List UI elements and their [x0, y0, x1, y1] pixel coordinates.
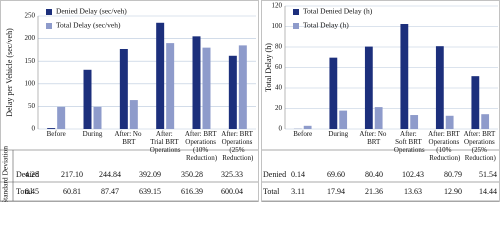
x-tick-label: After: BRT Operations (25% Reduction)	[221, 130, 254, 162]
bar	[156, 22, 165, 130]
table-cell: 80.79	[444, 170, 462, 179]
bar	[410, 115, 419, 129]
bar	[471, 76, 480, 129]
bar	[192, 36, 201, 130]
x-tick-label: During	[328, 130, 348, 138]
table-row-header: Standard Deviation	[1, 146, 10, 202]
x-tick-label: After: BRT Operations (10% Reduction)	[185, 130, 218, 162]
y-axis-title: Total Delay (h)	[264, 43, 273, 92]
table-cell: 3.11	[291, 187, 305, 196]
y-tick-label: 20	[275, 104, 283, 112]
table-cell: 13.63	[404, 187, 422, 196]
legend-swatch	[46, 23, 52, 29]
bar	[481, 114, 490, 129]
bar	[93, 106, 102, 129]
table-cell: 60.81	[63, 187, 81, 196]
y-tick-label: 40	[275, 84, 283, 92]
y-tick-label: 60	[275, 63, 283, 71]
bar	[166, 43, 175, 130]
bar	[119, 48, 128, 129]
table-cell: 102.43	[402, 170, 424, 179]
bar	[435, 46, 444, 130]
left-panel-frame	[0, 0, 259, 202]
table-cell: 12.90	[444, 187, 462, 196]
legend-label: Denied Delay (sec/veh)	[56, 7, 127, 16]
y-tick-label: 250	[25, 12, 36, 20]
x-tick-label: After: No BRT	[359, 130, 388, 146]
table-cell: 616.39	[181, 187, 203, 196]
x-tick-label: During	[83, 130, 103, 138]
y-tick-label: 100	[272, 22, 283, 30]
x-tick-label: Before	[293, 130, 312, 138]
y-axis-title: Delay per Vehicle (sec/veh)	[5, 28, 14, 117]
x-tick-label: After: No BRT	[114, 130, 143, 146]
bar	[339, 110, 348, 129]
bar	[129, 100, 138, 129]
bar	[202, 47, 211, 129]
table-cell: 0.14	[291, 170, 305, 179]
table-cell: 325.33	[221, 170, 243, 179]
bar	[83, 69, 92, 129]
table-cell: 80.40	[365, 170, 383, 179]
table-cell: 21.36	[365, 187, 383, 196]
x-tick-label: Before	[47, 130, 66, 138]
table-cell: 87.47	[101, 187, 119, 196]
x-tick-label: After: Soft BRT Operations	[394, 130, 425, 154]
bar	[445, 115, 454, 129]
y-tick-label: 50	[28, 102, 36, 110]
table-cell: 51.54	[479, 170, 497, 179]
table-cell: 639.15	[139, 187, 161, 196]
table-cell: 17.94	[327, 187, 345, 196]
y-tick-label: 120	[272, 2, 283, 10]
y-tick-label: 200	[25, 34, 36, 42]
bar	[303, 125, 312, 129]
bar	[364, 46, 373, 130]
y-tick-label: 80	[275, 43, 283, 51]
y-tick-label: 100	[25, 79, 36, 87]
legend-label: Total Delay (h)	[303, 21, 349, 30]
bar	[238, 45, 247, 129]
table-cell: 69.60	[327, 170, 345, 179]
table-cell: 600.04	[221, 187, 243, 196]
table-row-label: Denied	[263, 170, 286, 179]
table-row-label: Denied	[16, 170, 39, 179]
legend-label: Total Denied Delay (h)	[303, 7, 373, 16]
table-row-label: Total	[263, 187, 280, 196]
bar	[329, 57, 338, 129]
x-tick-label: After: BRT Operations (10% Reduction)	[428, 130, 461, 162]
x-tick-label: After: Trial BRT Operations	[150, 130, 181, 154]
table-cell: 217.10	[61, 170, 83, 179]
y-tick-label: 0	[32, 125, 36, 133]
bar	[47, 128, 56, 129]
bar	[374, 107, 383, 129]
y-tick-label: 150	[25, 57, 36, 65]
table-cell: 244.84	[99, 170, 121, 179]
x-tick-label: After: BRT Operations (25% Reduction)	[464, 130, 497, 162]
table-cell: 8.45	[25, 187, 39, 196]
table-cell: 14.44	[479, 187, 497, 196]
legend-swatch	[46, 9, 52, 15]
bar	[57, 106, 66, 129]
table-cell: 350.28	[181, 170, 203, 179]
legend-swatch	[293, 9, 299, 15]
table-cell: 4.28	[25, 170, 39, 179]
table-row-label: Total	[16, 187, 33, 196]
bar	[228, 55, 237, 129]
bar	[400, 24, 409, 130]
legend-swatch	[293, 23, 299, 29]
table-cell: 392.09	[139, 170, 161, 179]
y-tick-label: 0	[279, 125, 283, 133]
legend-label: Total Delay (sec/veh)	[56, 21, 121, 30]
